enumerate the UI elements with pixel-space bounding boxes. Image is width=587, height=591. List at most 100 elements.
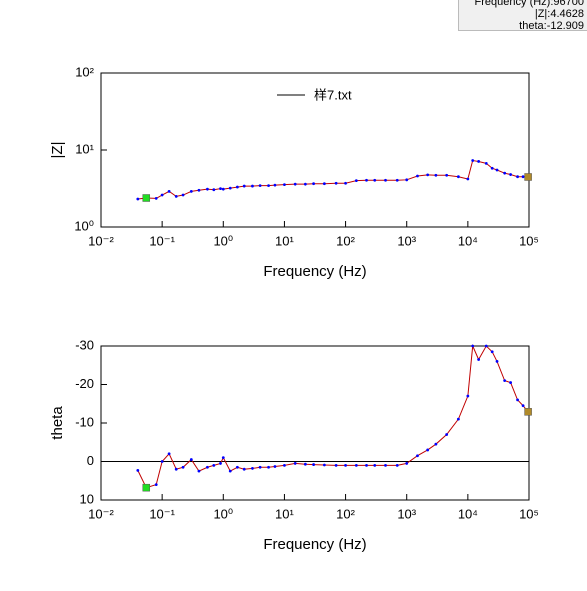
data-point [509, 381, 512, 384]
data-point [242, 467, 246, 471]
legend-label: 样7.txt [314, 87, 352, 102]
data-point [521, 404, 525, 408]
data-point [197, 469, 201, 473]
x-tick-label: 10⁻² [88, 506, 114, 521]
y-tick-label: -20 [75, 376, 94, 391]
x-tick-label: 10³ [397, 233, 416, 248]
data-point [219, 462, 222, 465]
data-point [181, 465, 185, 469]
data-point [219, 187, 222, 191]
x-axis-label: Frequency (Hz) [263, 536, 366, 553]
data-point [416, 174, 419, 178]
x-tick-label: 10¹ [275, 233, 294, 248]
data-point [167, 189, 171, 193]
readout-value: 4.4628 [550, 8, 584, 20]
data-point [516, 398, 519, 402]
data-point [344, 463, 347, 467]
data-point [267, 184, 270, 187]
data-point [212, 463, 216, 467]
data-point [490, 166, 494, 170]
readout-value: 96700 [553, 0, 584, 8]
data-point [416, 454, 419, 458]
data-point [206, 187, 209, 191]
data-point [344, 181, 347, 185]
data-point [354, 179, 358, 183]
y-tick-label: 10¹ [75, 141, 94, 156]
data-point [322, 182, 326, 186]
readout-row: Frequency (Hz):96700 [463, 0, 584, 8]
data-point [283, 463, 286, 467]
data-point [154, 483, 158, 486]
data-point [189, 458, 193, 461]
data-point [471, 344, 475, 348]
data-point [303, 462, 307, 466]
data-point [509, 173, 512, 176]
readout-row: theta:-12.909 [463, 20, 584, 32]
x-tick-label: 10⁻¹ [149, 506, 175, 521]
data-point [312, 182, 316, 186]
readout-value: -12.909 [546, 20, 584, 32]
data-point [445, 173, 449, 177]
data-point [365, 178, 368, 182]
data-point [235, 465, 239, 469]
data-point [334, 181, 338, 185]
data-point [384, 463, 387, 467]
x-axis-label: Frequency (Hz) [263, 263, 366, 280]
cursor-marker [524, 408, 532, 416]
y-tick-label: -30 [75, 337, 94, 352]
data-point [251, 184, 254, 188]
y-tick-label: 10⁰ [74, 218, 94, 233]
data-point [267, 465, 270, 469]
readout-box: Frequency (Hz):96700 |Z|:4.4628 theta:-12.… [458, 0, 587, 32]
data-point [373, 178, 377, 182]
data-point [521, 175, 525, 179]
data-point [228, 186, 232, 190]
data-point [456, 175, 460, 179]
data-point [197, 188, 201, 192]
data-point [242, 184, 246, 188]
data-point [354, 463, 358, 467]
data-point [484, 161, 488, 165]
data-point [136, 468, 140, 472]
readout-label: theta: [519, 20, 547, 32]
data-point [434, 442, 438, 446]
data-point [466, 394, 470, 398]
data-point [174, 467, 178, 471]
data-point [293, 182, 297, 186]
cursor-marker [524, 173, 532, 181]
data-point [322, 463, 326, 467]
data-point [445, 433, 449, 436]
data-point [426, 173, 430, 177]
data-point [426, 448, 430, 452]
data-point [206, 465, 209, 469]
x-tick-label: 10² [336, 506, 355, 521]
data-point [466, 177, 470, 181]
data-point [221, 456, 225, 460]
y-axis-label: |Z| [49, 142, 66, 159]
data-point [405, 178, 409, 182]
data-point [490, 350, 494, 354]
data-point [136, 197, 140, 201]
data-point [251, 467, 254, 470]
x-tick-label: 10³ [397, 506, 416, 521]
data-point [456, 417, 460, 421]
data-point [484, 344, 488, 348]
cursor-marker [142, 483, 151, 492]
data-point [384, 178, 387, 182]
y-tick-label: -10 [75, 414, 94, 429]
data-point [181, 193, 185, 197]
x-tick-label: 10⁻² [88, 233, 114, 248]
data-point [160, 193, 164, 197]
x-tick-label: 10⁰ [213, 233, 233, 248]
data-point [312, 463, 316, 466]
data-point [273, 183, 277, 187]
plot-frame [100, 345, 530, 501]
data-point [228, 469, 232, 473]
y-tick-label: 0 [87, 453, 94, 468]
data-point [516, 175, 519, 179]
x-tick-label: 10¹ [275, 506, 294, 521]
y-tick-label: 10² [75, 64, 94, 79]
data-point [258, 184, 262, 187]
data-point [503, 379, 507, 383]
